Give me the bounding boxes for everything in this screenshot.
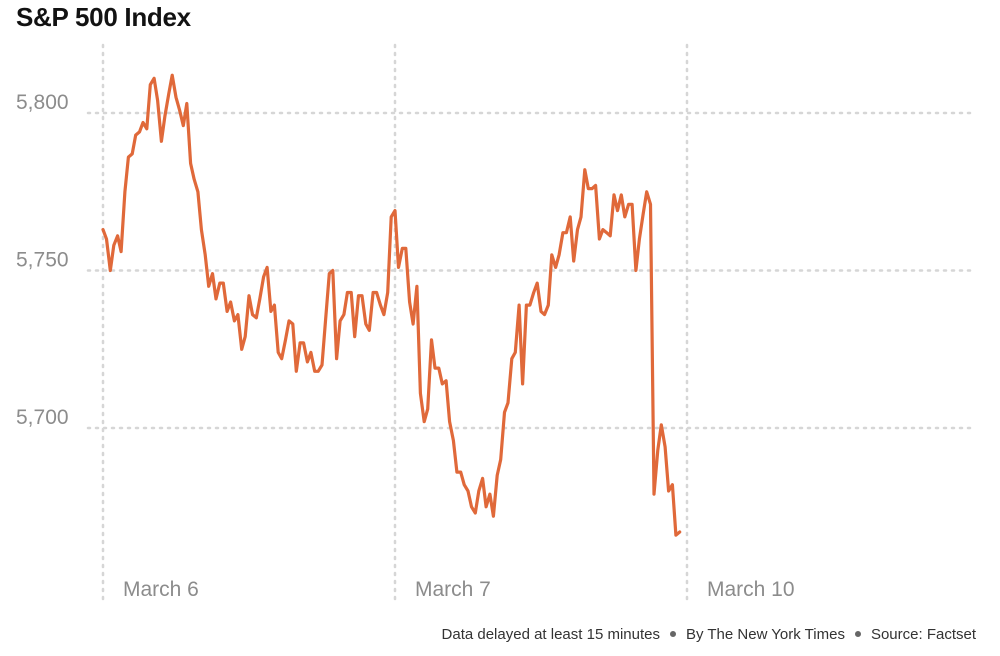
x-tick-label: March 6 — [123, 578, 199, 601]
x-axis-tick-labels: March 6 March 7 March 10 — [123, 578, 795, 601]
y-tick-label: 5,700 — [16, 406, 69, 429]
chart-footer: Data delayed at least 15 minutes By The N… — [442, 626, 976, 643]
x-tick-label: March 7 — [415, 578, 491, 601]
series-group — [101, 73, 682, 537]
y-axis-tick-labels: 5,800 5,750 5,700 — [16, 91, 69, 429]
vertical-gridlines — [101, 43, 689, 602]
line-chart: 5,800 5,750 5,700 March 6 March 7 March 10 — [16, 43, 977, 602]
separator-dot-icon — [669, 631, 676, 638]
source-note: Source: Factset — [870, 626, 976, 643]
byline: By The New York Times — [685, 626, 845, 643]
series-line — [101, 73, 682, 537]
x-tick-label: March 10 — [707, 578, 795, 601]
y-tick-label: 5,750 — [16, 249, 69, 272]
separator-dot-icon — [854, 631, 861, 638]
horizontal-gridlines — [86, 111, 977, 430]
chart-title: S&P 500 Index — [16, 2, 191, 32]
data-delay-note: Data delayed at least 15 minutes — [441, 626, 660, 643]
y-tick-label: 5,800 — [16, 91, 69, 114]
